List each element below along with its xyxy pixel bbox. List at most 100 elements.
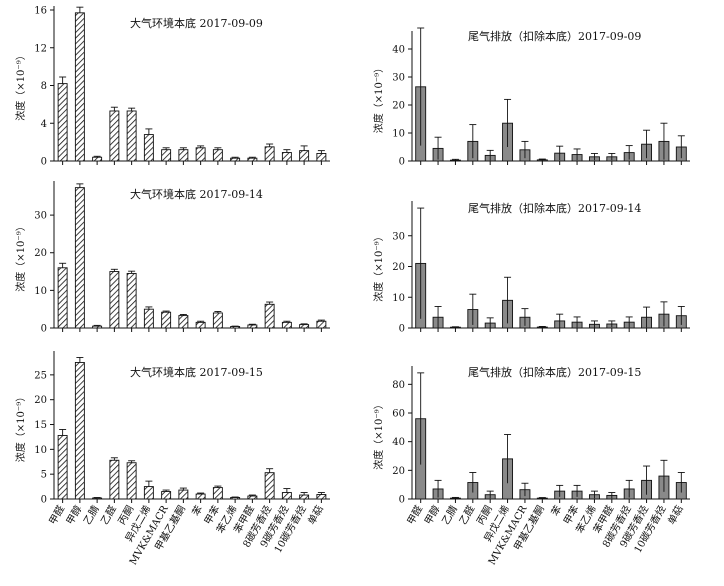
bar-7[interactable] [178,489,189,500]
bar-14[interactable] [299,494,310,500]
bar-15[interactable] [316,320,327,329]
bar-8[interactable] [195,493,206,500]
bar-8[interactable] [195,321,206,329]
y-tick-label: 4 [41,119,47,130]
bar-5[interactable] [143,134,154,162]
y-tick-label: 10 [34,286,47,297]
y-tick-label: 80 [392,380,405,391]
panel-title: 尾气排放（扣除本底）2017-09-09 [468,29,641,43]
bar-0[interactable] [57,83,68,162]
bar-10[interactable] [230,157,241,162]
y-tick-label: 0 [41,495,47,506]
bar-15[interactable] [316,494,327,500]
category-label: 甲醇 [63,503,84,527]
category-label: 苯 [548,503,564,518]
category-label: 甲醛 [404,503,425,527]
bar-13[interactable] [281,152,292,162]
y-tick-label: 10 [34,445,47,456]
y-tick-label: 20 [34,395,47,406]
category-label: 单萜 [306,504,326,527]
panel-title: 大气环境本底 2017-09-09 [130,16,263,30]
bar-5[interactable] [143,486,154,500]
bar-6[interactable] [161,311,172,329]
y-tick-label: 10 [392,293,405,304]
y-tick-label: 16 [34,6,47,17]
y-tick-label: 20 [34,248,47,259]
bar-1[interactable] [74,361,85,500]
y-axis-label: 浓度（×10⁻⁹） [372,399,385,469]
y-tick-label: 60 [392,409,405,420]
y-tick-label: 40 [392,45,405,56]
category-label: 甲醛 [46,503,67,527]
bar-8[interactable] [195,147,206,162]
bar-4[interactable] [126,110,137,162]
y-tick-label: 0 [399,324,405,335]
bar-15[interactable] [316,152,327,162]
y-tick-label: 0 [41,157,47,168]
bar-1[interactable] [74,187,85,329]
category-label: 甲醇 [421,503,442,527]
y-tick-label: 0 [399,157,405,168]
y-axis-label: 浓度（×10⁻⁹） [14,50,27,120]
y-tick-label: 20 [392,101,405,112]
bar-10[interactable] [230,497,241,500]
category-label: 乙腈 [439,503,460,527]
y-tick-label: 10 [392,129,405,140]
bar-12[interactable] [264,303,275,329]
y-axis-label: 浓度（×10⁻⁹） [372,231,385,301]
y-tick-label: 40 [392,437,405,448]
bar-11[interactable] [247,157,258,162]
bar-14[interactable] [299,150,310,162]
bar-7[interactable] [178,149,189,162]
bar-14[interactable] [299,324,310,329]
bar-5[interactable] [143,308,154,329]
bar-10[interactable] [230,326,241,329]
y-tick-label: 12 [34,43,47,54]
bar-2[interactable] [92,325,103,329]
bar-13[interactable] [281,492,292,500]
y-tick-label: 0 [399,495,405,506]
y-axis-label: 浓度（×10⁻⁹） [14,392,27,462]
bar-11[interactable] [247,495,258,500]
y-axis-label: 浓度（×10⁻⁹） [372,63,385,133]
panel-title: 大气环境本底 2017-09-14 [130,187,263,201]
bar-0[interactable] [57,434,68,500]
y-axis-label: 浓度（×10⁻⁹） [14,221,27,291]
category-label: 乙腈 [80,503,101,527]
panel-title: 大气环境本底 2017-09-15 [130,365,263,379]
bar-7[interactable] [178,315,189,329]
y-tick-label: 30 [392,73,405,84]
y-tick-label: 20 [392,262,405,273]
bar-13[interactable] [281,321,292,329]
bar-3[interactable] [109,110,120,162]
bar-3[interactable] [109,459,120,500]
bar-6[interactable] [161,491,172,500]
y-tick-label: 8 [41,81,47,92]
y-tick-label: 30 [392,231,405,242]
bar-4[interactable] [126,272,137,329]
bar-9[interactable] [212,149,223,162]
bar-9[interactable] [212,312,223,329]
bar-3[interactable] [109,271,120,329]
panel-title: 尾气排放（扣除本底）2017-09-15 [468,365,641,379]
y-tick-label: 5 [41,470,47,481]
bar-0[interactable] [57,267,68,329]
bar-2[interactable] [92,497,103,500]
bar-12[interactable] [264,472,275,500]
category-label: 乙醛 [98,503,119,527]
y-tick-label: 20 [392,466,405,477]
bar-6[interactable] [161,149,172,162]
y-tick-label: 30 [34,211,47,222]
panel-title: 尾气排放（扣除本底）2017-09-14 [468,201,641,215]
category-label: 单萜 [666,504,686,527]
bar-12[interactable] [264,146,275,162]
bar-4[interactable] [126,462,137,500]
y-tick-label: 25 [34,370,47,381]
bar-1[interactable] [74,12,85,162]
bar-9[interactable] [212,487,223,500]
category-label: 苯 [189,503,205,518]
y-tick-label: 0 [41,324,47,335]
bar-2[interactable] [92,156,103,162]
bar-11[interactable] [247,324,258,329]
